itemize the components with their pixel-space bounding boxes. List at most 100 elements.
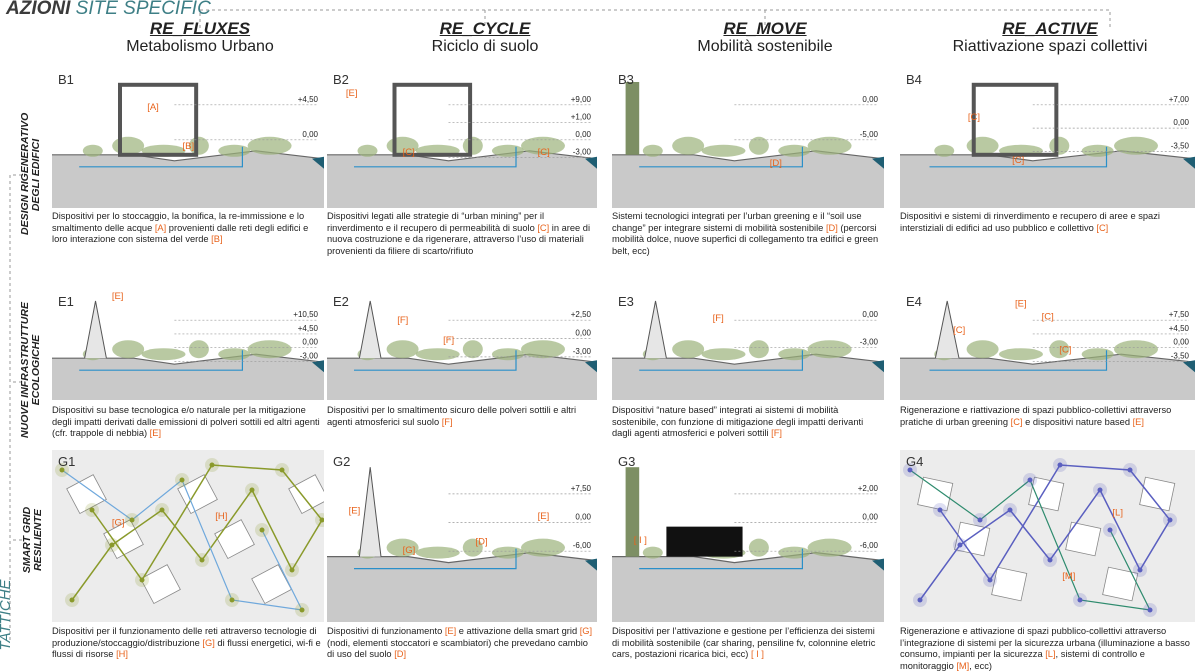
level-label: +9,00 <box>571 95 592 104</box>
level-label: -3,00 <box>860 338 879 347</box>
cell-code: B2 <box>333 72 349 87</box>
vegetation <box>112 136 145 155</box>
column-name: RE_ACTIVE <box>1002 19 1098 38</box>
building <box>971 82 1059 157</box>
cell-code: E4 <box>906 294 922 309</box>
water-line <box>354 350 517 371</box>
row-label: DESIGN RIGENERATIVO DEGLI EDIFICI <box>19 113 42 235</box>
vegetation <box>188 340 209 359</box>
ground <box>900 150 1195 208</box>
vegetation <box>462 538 483 557</box>
map-block <box>1065 521 1102 557</box>
network-node <box>69 597 75 603</box>
level-label: -3,50 <box>1171 351 1190 360</box>
cell-description: Sistemi tecnologici integrati per l’urba… <box>612 211 879 256</box>
device <box>358 467 382 557</box>
cell-description: Dispositivi per l’attivazione e gestione… <box>612 626 876 660</box>
network-node <box>129 517 135 523</box>
cell-drawing: +7,00 0,00 -3,50 [C] [C] B4 <box>900 72 1195 208</box>
cell-description: Dispositivi e sistemi di rinverdimento e… <box>900 211 1160 233</box>
tactic-label: TATTICHE <box>0 579 14 651</box>
water-line <box>79 350 243 371</box>
header: AZIONI SITE SPECIFIC <box>6 0 211 20</box>
column-name: RE_CYCLE <box>439 19 531 38</box>
vegetation <box>701 144 746 157</box>
ground <box>612 150 884 208</box>
cell-description: Rigenerazione e attivazione di spazi pub… <box>900 626 1190 671</box>
cell-code: E1 <box>58 294 74 309</box>
cell-description: Dispositivi su base tecnologica e/o natu… <box>52 405 320 439</box>
network-node <box>139 577 145 583</box>
vegetation <box>218 144 251 157</box>
network-node <box>1137 567 1143 573</box>
vegetation <box>778 348 811 361</box>
cell-code: B1 <box>58 72 74 87</box>
cell-drawing: [L] [M] G4 <box>900 450 1195 622</box>
level-label: 0,00 <box>575 130 591 139</box>
column-title: RE_CYCLE Riciclo di suolo <box>345 20 625 56</box>
column-subtitle: Riattivazione spazi collettivi <box>952 38 1148 55</box>
tag: [C] <box>538 147 550 158</box>
cell-code: G3 <box>618 454 635 469</box>
water-line <box>79 146 243 168</box>
vegetation <box>748 538 769 557</box>
network-node <box>249 487 255 493</box>
network-node <box>1107 527 1113 533</box>
cell-description: Rigenerazione e riattivazione di spazi p… <box>900 405 1172 427</box>
level-label: 0,00 <box>302 130 318 139</box>
network-node <box>159 507 165 513</box>
tag: [B] <box>183 141 195 152</box>
water-body <box>312 360 324 373</box>
level-label: 0,00 <box>302 338 318 347</box>
building <box>392 82 473 157</box>
ground <box>52 354 324 400</box>
ground <box>612 552 884 622</box>
water-body <box>585 156 597 169</box>
green-wall <box>625 82 640 155</box>
map-background <box>900 450 1195 622</box>
network-node <box>987 577 993 583</box>
cell-code: E3 <box>618 294 634 309</box>
ground <box>327 552 597 622</box>
tag: [C] <box>1012 155 1024 166</box>
tag: [A] <box>147 102 159 113</box>
level-label: 0,00 <box>862 513 878 522</box>
vegetation <box>1081 144 1114 157</box>
vegetation <box>415 546 460 559</box>
vegetation <box>491 348 524 361</box>
water-body <box>872 156 884 169</box>
column-subtitle: Metabolismo Urbano <box>126 38 274 55</box>
vegetation <box>642 546 663 559</box>
row-label-line: ECOLOGICHE <box>30 334 42 406</box>
cell-drawing: +2,50 0,00 -3,00 [F] [F] E2 <box>327 294 597 400</box>
column-subtitle: Riciclo di suolo <box>431 38 539 55</box>
ground <box>327 150 597 208</box>
ground <box>900 354 1195 400</box>
level-label: +1,00 <box>571 112 592 121</box>
network-node <box>209 462 215 468</box>
water-body <box>585 360 597 373</box>
level-label: 0,00 <box>862 310 878 319</box>
cell-code: G1 <box>58 454 75 469</box>
network-node <box>1077 597 1083 603</box>
water-line <box>929 350 1108 371</box>
building <box>118 82 199 157</box>
station <box>666 526 743 557</box>
level-label: +4,50 <box>298 324 319 333</box>
tag: [G] <box>112 518 125 529</box>
cell-code: B4 <box>906 72 922 87</box>
vegetation <box>188 136 209 155</box>
vegetation <box>491 144 524 157</box>
cell-drawing: +9,00 +1,00 0,00 -3,00 [E] [C] [C] B2 <box>327 72 597 208</box>
network-node <box>1047 557 1053 563</box>
device <box>934 300 960 359</box>
tag: [M] <box>1062 571 1075 582</box>
row-label: NUOVE INFRASTRUTTURE ECOLOGICHE <box>19 295 42 445</box>
map-block <box>288 474 324 515</box>
tag: [H] <box>215 511 227 522</box>
level-label: +4,50 <box>1169 324 1190 333</box>
water-line <box>354 146 517 168</box>
cell-drawing: +2,00 0,00 -6,00 [ I ] G3 <box>612 454 884 622</box>
network-node <box>89 507 95 513</box>
